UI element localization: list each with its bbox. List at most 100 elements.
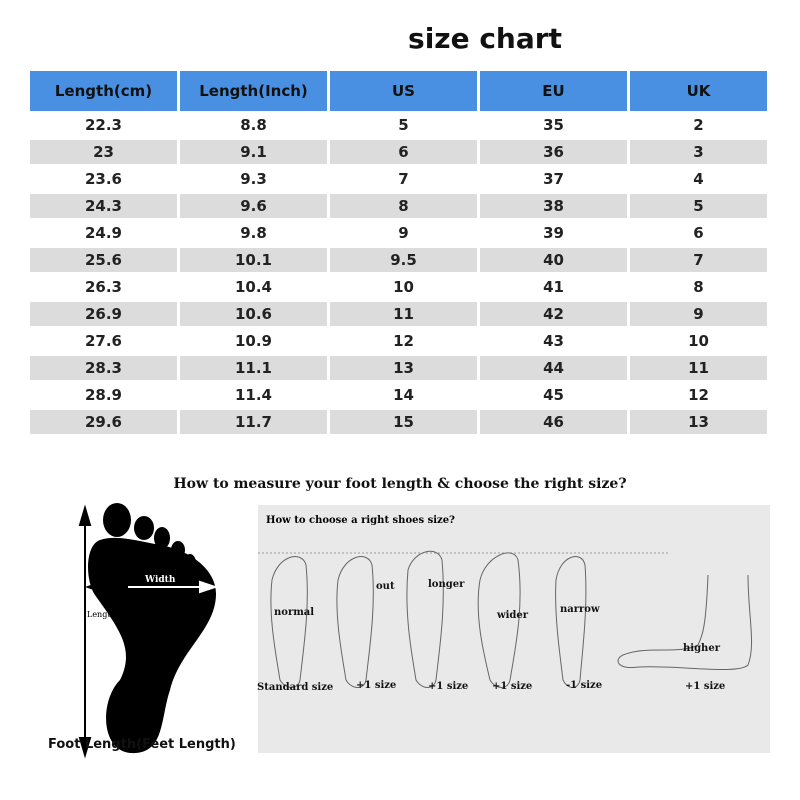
cell-us: 15 xyxy=(330,410,477,434)
size-label-narrow: -1 size xyxy=(566,680,603,691)
cell-us: 10 xyxy=(393,278,414,296)
cell-eu: 35 xyxy=(543,116,564,134)
cell-length-inch: 10.6 xyxy=(180,302,327,326)
cell-uk: 7 xyxy=(630,248,767,272)
cell-eu: 43 xyxy=(543,332,564,350)
length-label: Length xyxy=(87,610,116,619)
foot-label-wider: wider xyxy=(497,610,529,621)
size-label-longer: +1 size xyxy=(428,681,469,692)
length-arrow-icon xyxy=(78,504,92,759)
table-row: 29.6 11.7 15 46 13 xyxy=(30,410,770,434)
table-row: 23 9.1 6 36 3 xyxy=(30,140,770,164)
foot-label-higher: higher xyxy=(683,643,720,654)
foot-length-caption: Foot Length(Feet Length) xyxy=(48,737,236,752)
table-row: 24.3 9.6 8 38 5 xyxy=(30,194,770,218)
cell-length-inch: 11.1 xyxy=(180,356,327,380)
cell-length-inch: 10.4 xyxy=(234,278,272,296)
cell-length-cm: 24.3 xyxy=(30,194,177,218)
header-eu: EU xyxy=(480,71,627,111)
foot-outline-higher xyxy=(617,574,753,671)
size-label-out: +1 size xyxy=(356,680,397,691)
cell-us: 9 xyxy=(398,224,409,242)
cell-uk: 9 xyxy=(630,302,767,326)
foot-outline-longer xyxy=(406,550,444,688)
cell-length-cm: 26.9 xyxy=(30,302,177,326)
cell-uk: 12 xyxy=(688,386,709,404)
cell-eu: 38 xyxy=(480,194,627,218)
choose-heading: How to choose a right shoes size? xyxy=(266,515,455,526)
feet-outlines xyxy=(258,550,753,688)
table-row: 23.6 9.3 7 37 4 xyxy=(30,167,770,191)
cell-eu: 41 xyxy=(543,278,564,296)
cell-us: 14 xyxy=(393,386,414,404)
cell-us: 12 xyxy=(393,332,414,350)
table-row: 27.6 10.9 12 43 10 xyxy=(30,329,770,353)
foot-label-longer: longer xyxy=(428,579,465,590)
cell-uk: 8 xyxy=(693,278,704,296)
size-label-normal: Standard size xyxy=(257,682,334,693)
foot-outline-out xyxy=(336,556,374,688)
cell-length-cm: 23.6 xyxy=(84,170,122,188)
cell-us: 5 xyxy=(398,116,409,134)
size-table: Length(cm) Length(Inch) US EU UK 22.3 8.8… xyxy=(30,71,770,437)
cell-uk: 13 xyxy=(630,410,767,434)
choose-size-panel: How to choose a right shoes size? normal… xyxy=(257,505,770,753)
width-arrow-icon xyxy=(85,580,219,594)
cell-length-inch: 10.1 xyxy=(180,248,327,272)
foot-label-narrow: narrow xyxy=(560,604,600,615)
cell-length-cm: 27.6 xyxy=(84,332,122,350)
cell-us: 13 xyxy=(330,356,477,380)
cell-eu: 36 xyxy=(480,140,627,164)
cell-uk: 4 xyxy=(693,170,704,188)
table-row: 28.9 11.4 14 45 12 xyxy=(30,383,770,407)
cell-length-inch: 10.9 xyxy=(234,332,272,350)
table-row: 26.9 10.6 11 42 9 xyxy=(30,302,770,326)
cell-eu: 39 xyxy=(543,224,564,242)
cell-length-inch: 8.8 xyxy=(240,116,267,134)
header-length-cm: Length(cm) xyxy=(30,71,177,111)
cell-eu: 46 xyxy=(480,410,627,434)
cell-uk: 3 xyxy=(630,140,767,164)
cell-length-inch: 11.7 xyxy=(180,410,327,434)
cell-uk: 2 xyxy=(693,116,704,134)
measure-heading: How to measure your foot length & choose… xyxy=(173,476,627,492)
cell-us: 8 xyxy=(330,194,477,218)
cell-length-cm: 28.9 xyxy=(84,386,122,404)
cell-length-cm: 28.3 xyxy=(30,356,177,380)
table-row: 28.3 11.1 13 44 11 xyxy=(30,356,770,380)
cell-length-cm: 22.3 xyxy=(84,116,122,134)
header-length-inch: Length(Inch) xyxy=(180,71,327,111)
cell-us: 6 xyxy=(330,140,477,164)
cell-length-cm: 25.6 xyxy=(30,248,177,272)
table-row: 22.3 8.8 5 35 2 xyxy=(30,113,770,137)
cell-uk: 11 xyxy=(630,356,767,380)
foot-label-normal: normal xyxy=(274,607,315,618)
table-header: Length(cm) Length(Inch) US EU UK xyxy=(30,71,770,111)
table-row: 25.6 10.1 9.5 40 7 xyxy=(30,248,770,272)
cell-length-inch: 9.3 xyxy=(240,170,267,188)
cell-uk: 5 xyxy=(630,194,767,218)
cell-length-cm: 24.9 xyxy=(84,224,122,242)
header-uk: UK xyxy=(630,71,767,111)
table-row: 24.9 9.8 9 39 6 xyxy=(30,221,770,245)
cell-length-inch: 11.4 xyxy=(234,386,272,404)
foot-outline-wider xyxy=(477,552,521,688)
foot-label-out: out xyxy=(376,581,395,592)
size-label-wider: +1 size xyxy=(492,681,533,692)
cell-us: 11 xyxy=(330,302,477,326)
header-us: US xyxy=(330,71,477,111)
table-row: 26.3 10.4 10 41 8 xyxy=(30,275,770,299)
cell-eu: 45 xyxy=(543,386,564,404)
size-label-higher: +1 size xyxy=(685,681,726,692)
cell-length-inch: 9.1 xyxy=(180,140,327,164)
cell-length-inch: 9.6 xyxy=(180,194,327,218)
foot-outline-narrow xyxy=(555,556,587,688)
cell-length-cm: 23 xyxy=(30,140,177,164)
footprint-icon xyxy=(88,503,217,754)
cell-us: 9.5 xyxy=(330,248,477,272)
cell-length-cm: 26.3 xyxy=(84,278,122,296)
cell-uk: 10 xyxy=(688,332,709,350)
cell-eu: 42 xyxy=(480,302,627,326)
width-label: Width xyxy=(144,575,176,585)
foot-measure-illustration: Width Length xyxy=(78,503,219,759)
